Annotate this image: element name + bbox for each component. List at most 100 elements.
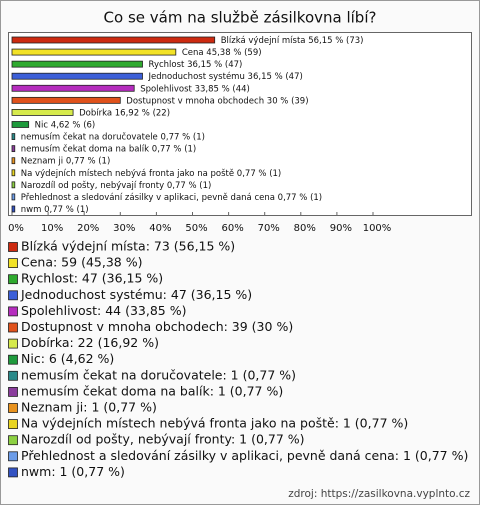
legend-entry: Jednoduchost systému: 47 (36,15 %) <box>20 287 252 302</box>
legend-entry: Neznam ji: 1 (0,77 %) <box>21 400 157 415</box>
chart-title: Co se vám na službě zásilkovna líbí? <box>104 9 377 27</box>
bar-category: Dostupnost v mnoha obchodech <box>126 96 264 106</box>
legend-entry: Na výdejních místech nebývá fronta jako … <box>21 416 408 431</box>
bar-label: Spolehlivost 33,85 % (44) <box>140 84 250 94</box>
bar <box>11 181 16 189</box>
bar-value-label: 0,77 % (1) <box>161 132 205 142</box>
x-tick-label: 70% <box>258 223 280 234</box>
x-tick-label: 30% <box>113 223 135 234</box>
bar-value-label: 36,15 % (47) <box>187 60 242 70</box>
legend-entry: Přehlednost a sledování zásilky v aplika… <box>21 448 468 463</box>
bar-category: Na výdejních místech nebývá fronta jako … <box>21 167 234 178</box>
legend-entry: Blízká výdejní místa: 73 (56,15 %) <box>21 239 235 254</box>
bar-value-label: 4,62 % (6) <box>51 120 95 130</box>
x-tick-label: 80% <box>294 223 316 234</box>
legend-swatch <box>8 322 18 333</box>
bar-label: Cena 45,38 % (59) <box>182 48 262 58</box>
legend-swatch <box>8 419 18 430</box>
legend-swatch <box>8 451 18 462</box>
legend-swatch <box>8 290 18 301</box>
legend-swatch <box>8 338 18 349</box>
bar-value-label: 0,77 % (1) <box>278 192 322 202</box>
bar-category: Narozdíl od pošty, nebývají fronty <box>21 179 164 190</box>
bar-label: Narozdíl od pošty, nebývají fronty 0,77 … <box>21 179 212 190</box>
bar <box>11 36 216 44</box>
bar-category: Spolehlivost <box>140 84 192 94</box>
legend-swatch <box>8 403 18 413</box>
bar-label: Na výdejních místech nebývá fronta jako … <box>21 167 281 178</box>
bar-category: Blízká výdejní místa <box>221 36 306 46</box>
bar-label: Rychlost 36,15 % (47) <box>149 60 243 70</box>
bar-value-label: 36,15 % (47) <box>248 72 303 82</box>
bar-label: nemusím čekat doma na balík 0,77 % (1) <box>21 143 196 154</box>
legend-entry: nemusím čekat na doručovatele: 1 (0,77 %… <box>21 367 296 382</box>
legend-entry: nwm: 1 (0,77 %) <box>21 464 125 479</box>
legend-entry: Dostupnost v mnoha obchodech: 39 (30 %) <box>21 319 293 334</box>
bar <box>11 193 16 201</box>
bar <box>11 72 143 80</box>
bar <box>11 205 16 213</box>
legend-swatch <box>8 258 18 269</box>
legend-swatch <box>8 242 18 252</box>
bar-value-label: 0,77 % (1) <box>237 168 281 178</box>
bar-label: nwm 0,77 % (1) <box>21 204 89 214</box>
bar-value-label: 0,77 % (1) <box>44 204 88 214</box>
legend-swatch <box>8 386 18 397</box>
legend-swatch <box>8 306 18 317</box>
bar <box>11 96 121 104</box>
x-tick-label: 100% <box>363 223 392 234</box>
bar-category: Jednoduchost systému <box>148 71 245 82</box>
legend-entry: Rychlost: 47 (36,15 %) <box>21 271 163 286</box>
x-tick-label: 20% <box>77 223 99 234</box>
x-tick-label: 0% <box>8 223 24 234</box>
source: zdroj: https://zasilkovna.vyplnto.cz <box>288 488 470 500</box>
bar-label: Dostupnost v mnoha obchodech 30 % (39) <box>126 96 308 106</box>
bar <box>11 157 16 165</box>
x-tick-label: 60% <box>221 223 243 234</box>
legend-entry: Narozdíl od pošty, nebývají fronty: 1 (0… <box>21 432 305 447</box>
x-tick-label: 50% <box>185 223 207 234</box>
bar-value-label: 45,38 % (59) <box>206 48 261 58</box>
bar-label: Neznam ji 0,77 % (1) <box>21 156 111 166</box>
bar <box>11 133 16 140</box>
legend-entry: Spolehlivost: 44 (33,85 %) <box>21 303 186 318</box>
bar-category: Neznam ji <box>21 156 63 166</box>
x-tick-label: 90% <box>330 223 352 234</box>
bar-category: Cena <box>182 48 204 58</box>
legend-swatch <box>8 435 18 446</box>
bar-category: Rychlost <box>149 60 186 70</box>
legend-entry: nemusím čekat doma na balík: 1 (0,77 %) <box>21 383 283 398</box>
legend-entry: Nic: 6 (4,62 %) <box>21 351 114 366</box>
bar-label: Dobírka 16,92 % (22) <box>79 108 170 118</box>
legend-swatch <box>8 467 18 478</box>
bar-category: nemusím čekat doma na balík <box>21 143 149 154</box>
bar-category: Dobírka <box>79 108 112 118</box>
bar <box>11 145 16 153</box>
legend-swatch <box>8 354 18 365</box>
bar-category: Přehlednost a sledování zásilky v aplika… <box>21 192 275 202</box>
legend-entry: Cena: 59 (45,38 %) <box>21 255 142 270</box>
bar-value-label: 30 % (39) <box>267 96 309 106</box>
bar-label: Přehlednost a sledování zásilky v aplika… <box>21 192 322 202</box>
x-tick-label: 40% <box>149 223 171 234</box>
bar <box>11 109 74 116</box>
bar <box>11 60 143 68</box>
x-tick-label: 10% <box>41 223 63 234</box>
bar <box>11 169 16 177</box>
bar-value-label: 16,92 % (22) <box>115 108 170 118</box>
bar-label: Nic 4,62 % (6) <box>35 120 96 130</box>
bar-category: nemusím čekat na doručovatele <box>21 131 158 142</box>
bar-label: Jednoduchost systému 36,15 % (47) <box>148 71 303 82</box>
legend-entry: Dobírka: 22 (16,92 %) <box>21 335 159 350</box>
legend-swatch <box>8 274 18 285</box>
bar-value-label: 56,15 % (73) <box>308 36 363 46</box>
bar-value-label: 0,77 % (1) <box>152 144 196 154</box>
bar-value-label: 33,85 % (44) <box>195 84 250 94</box>
legend-swatch <box>8 370 18 381</box>
bar <box>11 84 135 92</box>
bar-label: nemusím čekat na doručovatele 0,77 % (1) <box>21 131 205 142</box>
bar-category: nwm <box>21 204 42 214</box>
bar <box>11 121 30 128</box>
bar-category: Nic <box>35 120 49 130</box>
